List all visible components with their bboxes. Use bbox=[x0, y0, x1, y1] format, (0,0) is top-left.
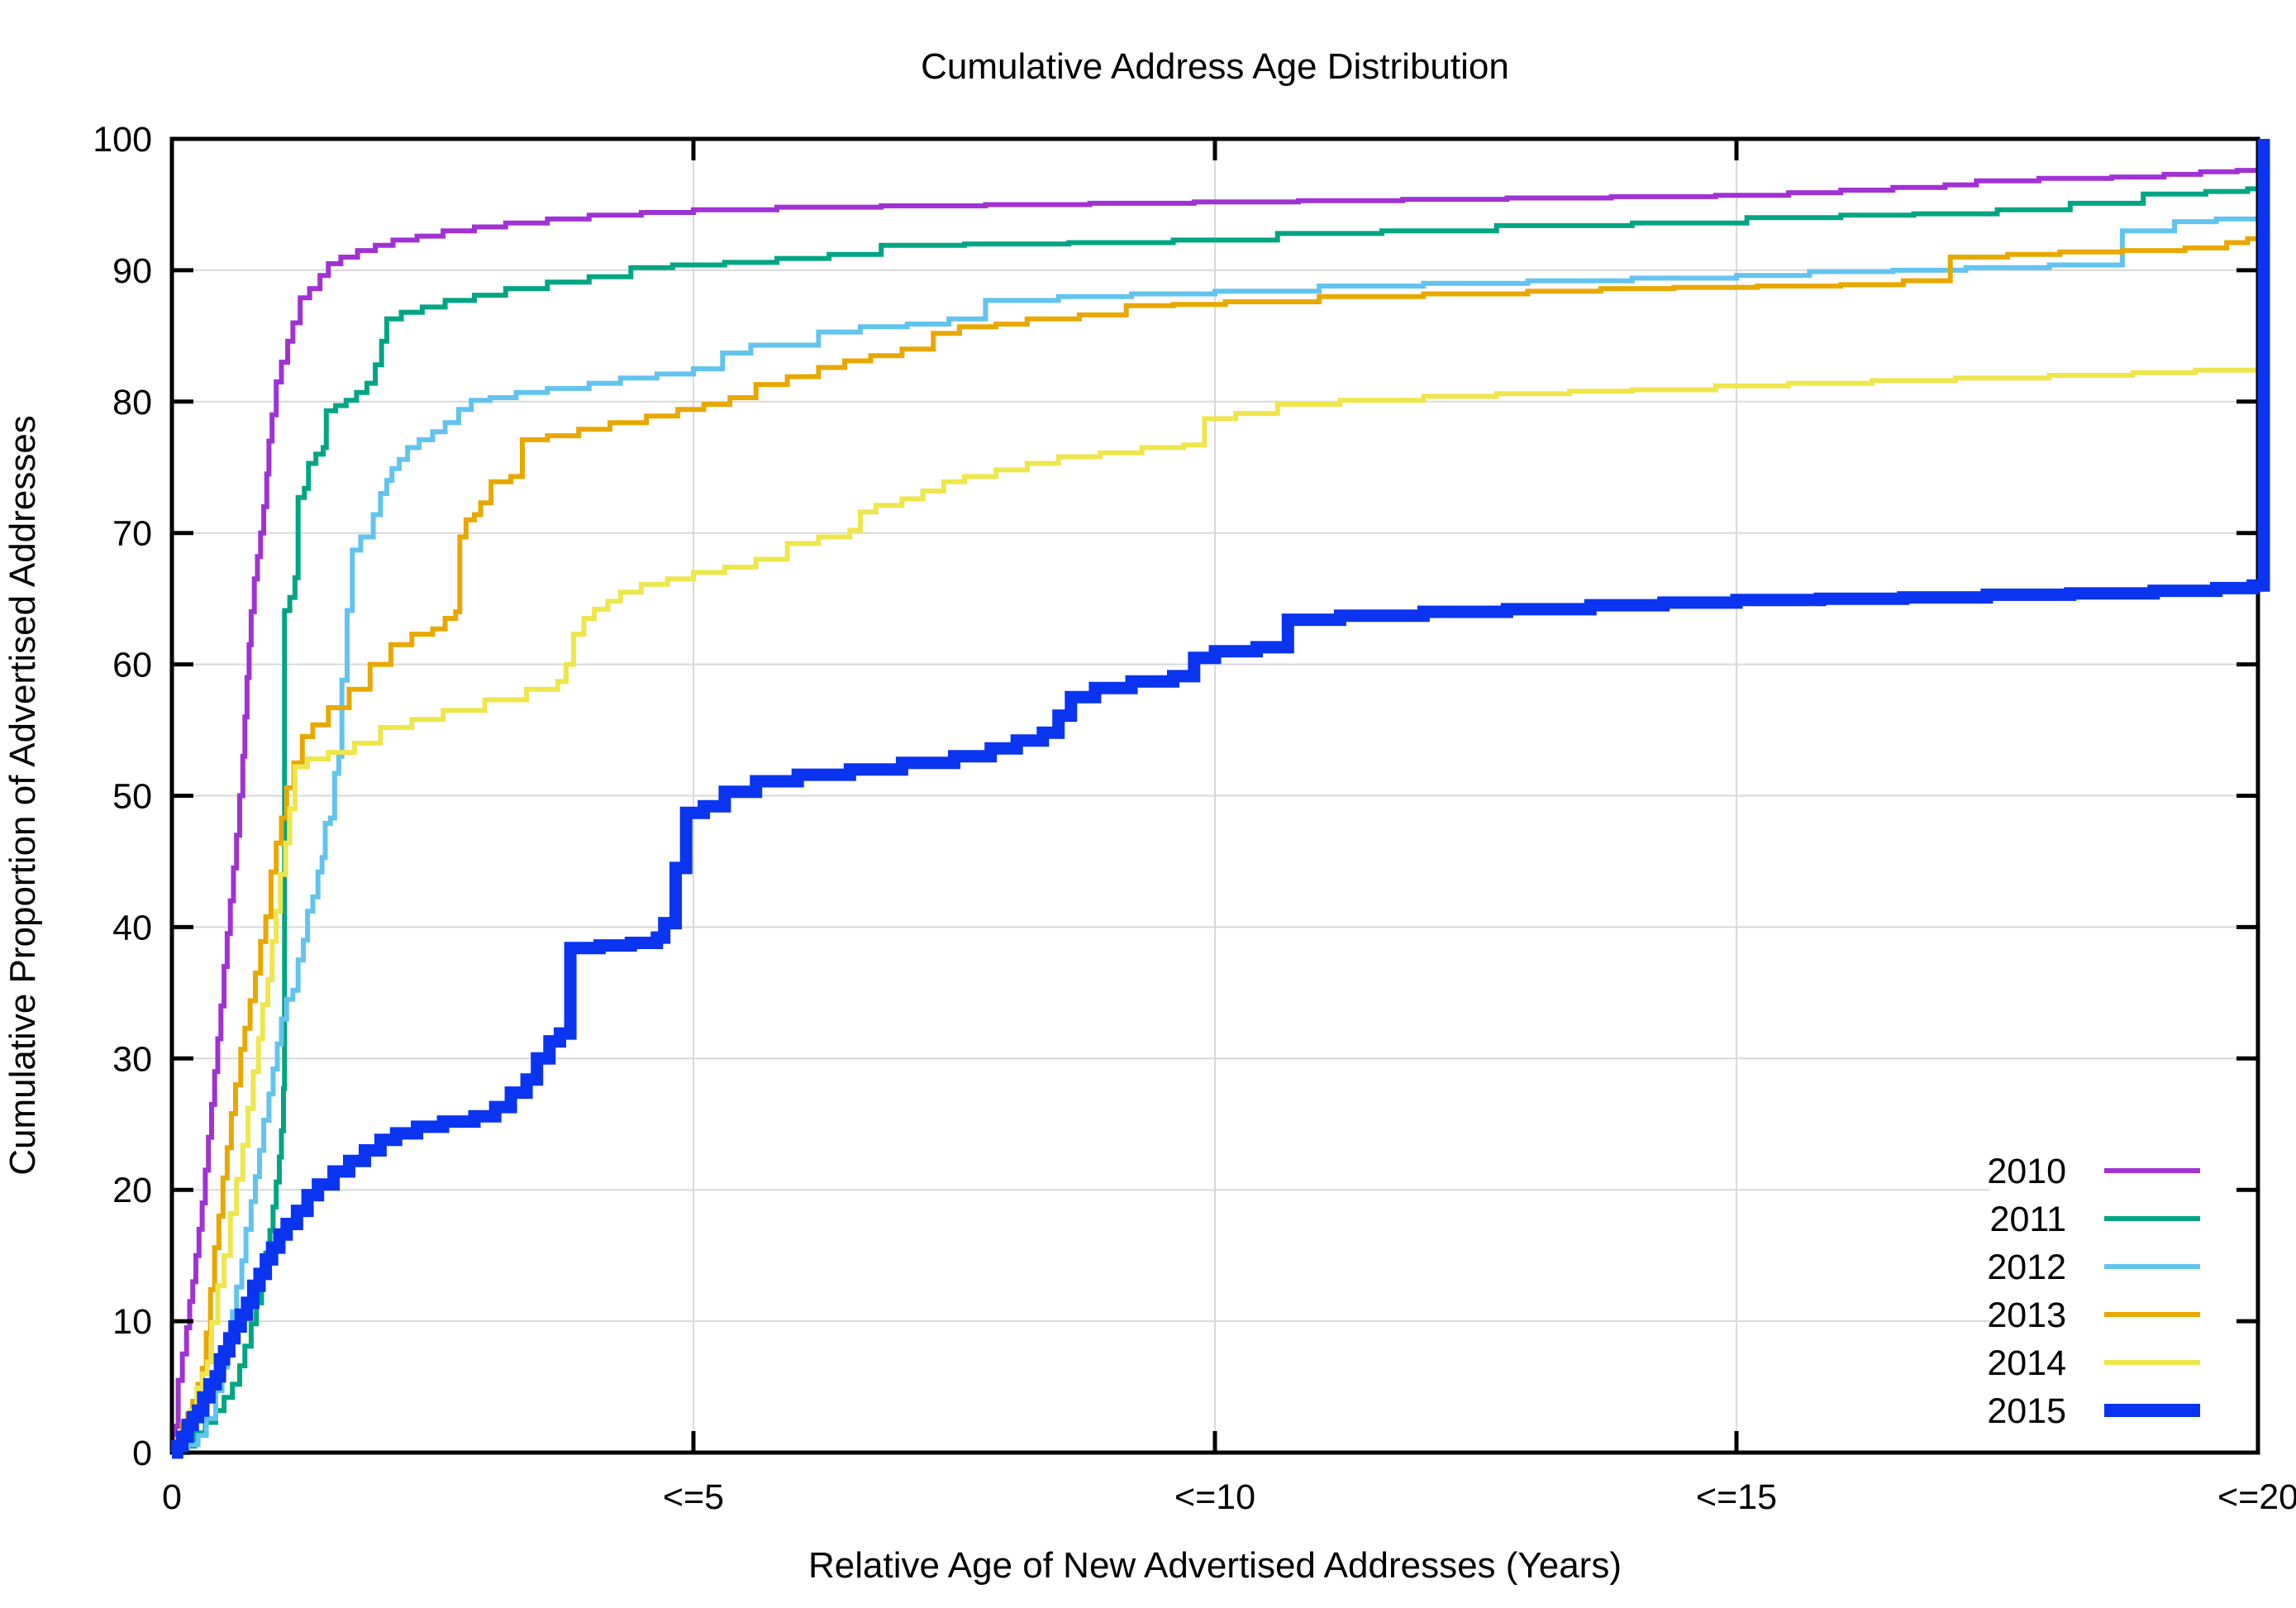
x-tick-label-20: <=20 bbox=[2217, 1477, 2296, 1517]
legend-label-2010: 2010 bbox=[1987, 1152, 2066, 1191]
tick-labels: 0 10 20 30 40 50 60 70 80 90 100 0 <=5 <=10 <=15 <=20 bbox=[93, 120, 2296, 1517]
x-tick-label-5: <=5 bbox=[663, 1477, 724, 1517]
y-tick-label-100: 100 bbox=[93, 120, 152, 160]
x-tick-label-0: 0 bbox=[162, 1477, 182, 1517]
y-tick-label-20: 20 bbox=[112, 1171, 152, 1210]
y-tick-label-80: 80 bbox=[112, 383, 152, 422]
series-line-2012 bbox=[172, 215, 2260, 1455]
cap-jump-line bbox=[170, 139, 2270, 1459]
y-tick-label-70: 70 bbox=[112, 514, 152, 554]
legend-item-2014: 2014 bbox=[1987, 1343, 2200, 1383]
series-line-2010 bbox=[172, 168, 2260, 1455]
series-line-2014 bbox=[172, 367, 2260, 1455]
chart-title: Cumulative Address Age Distribution bbox=[921, 46, 1509, 87]
y-tick-label-50: 50 bbox=[112, 777, 152, 817]
series-line-2011 bbox=[172, 186, 2260, 1455]
series-line-2015 bbox=[170, 139, 2270, 1459]
x-tick-label-10: <=10 bbox=[1174, 1477, 1255, 1517]
gridlines bbox=[172, 139, 2258, 1453]
x-axis-title: Relative Age of New Advertised Addresses… bbox=[808, 1545, 1622, 1586]
axis-ticks bbox=[172, 139, 2258, 1453]
y-tick-label-0: 0 bbox=[132, 1434, 152, 1473]
legend-item-2013: 2013 bbox=[1987, 1295, 2200, 1335]
y-tick-label-90: 90 bbox=[112, 251, 152, 291]
legend: 2010 2011 2012 2013 2014 2015 bbox=[1987, 1152, 2200, 1431]
legend-item-2011: 2011 bbox=[1990, 1200, 2200, 1239]
legend-label-2013: 2013 bbox=[1987, 1295, 2066, 1335]
legend-label-2011: 2011 bbox=[1990, 1200, 2066, 1239]
legend-item-2015: 2015 bbox=[1987, 1391, 2200, 1431]
legend-label-2015: 2015 bbox=[1987, 1391, 2066, 1431]
legend-item-2010: 2010 bbox=[1987, 1152, 2200, 1191]
y-tick-label-40: 40 bbox=[112, 908, 152, 947]
plot-border bbox=[169, 136, 2260, 1455]
legend-label-2014: 2014 bbox=[1987, 1343, 2066, 1383]
legend-item-2012: 2012 bbox=[1987, 1248, 2200, 1287]
series-line-2013 bbox=[172, 236, 2260, 1455]
y-tick-label-60: 60 bbox=[112, 646, 152, 685]
x-tick-label-15: <=15 bbox=[1696, 1477, 1777, 1517]
y-axis-title: Cumulative Proportion of Advertised Addr… bbox=[2, 415, 43, 1176]
y-tick-label-30: 30 bbox=[112, 1039, 152, 1079]
y-tick-label-10: 10 bbox=[112, 1302, 152, 1342]
legend-background bbox=[1990, 1143, 2255, 1442]
legend-label-2012: 2012 bbox=[1987, 1248, 2066, 1287]
series-lines bbox=[172, 168, 2260, 1455]
